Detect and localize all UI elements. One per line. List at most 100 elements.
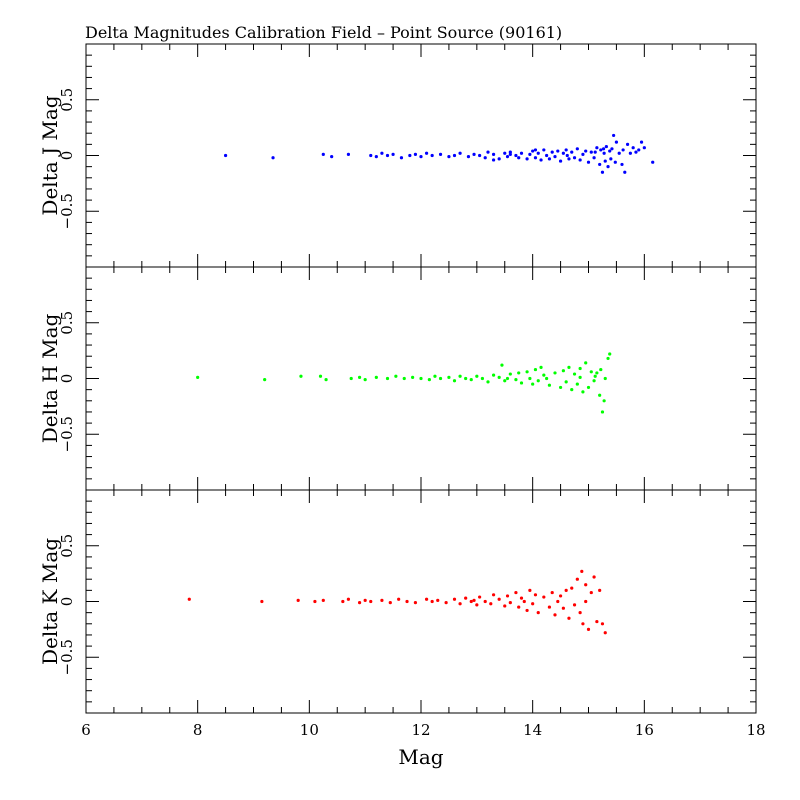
data-point — [602, 151, 606, 155]
data-point — [452, 379, 457, 383]
data-point — [637, 148, 641, 152]
data-point — [593, 150, 597, 154]
series-points — [187, 569, 607, 635]
data-point — [602, 399, 606, 403]
data-point — [505, 376, 510, 381]
data-point — [503, 379, 507, 383]
data-point — [580, 569, 584, 573]
data-point — [491, 593, 496, 597]
x-tick-label: 16 — [635, 721, 654, 739]
data-point — [223, 153, 228, 158]
data-point — [536, 379, 540, 383]
chart-title: Delta Magnitudes Calibration Field – Poi… — [85, 23, 562, 42]
data-point — [503, 151, 507, 155]
data-point — [556, 599, 560, 604]
data-point — [589, 590, 593, 595]
data-point — [517, 605, 521, 609]
data-point — [480, 376, 485, 381]
data-point — [609, 157, 613, 161]
data-point — [561, 606, 565, 610]
data-point — [187, 597, 191, 601]
data-point — [388, 601, 392, 605]
data-point — [528, 588, 532, 592]
data-point — [586, 385, 591, 390]
x-tick-label: 8 — [193, 721, 203, 739]
data-point — [578, 366, 582, 371]
data-point — [330, 155, 334, 159]
y-tick-label: −0.5 — [58, 639, 76, 675]
data-point — [621, 148, 625, 152]
data-point — [419, 155, 423, 159]
data-point — [606, 356, 610, 361]
data-point — [651, 160, 655, 164]
data-point — [519, 151, 524, 155]
x-tick-label: 12 — [411, 721, 430, 739]
y-axis-label: Delta K Mag — [38, 538, 62, 665]
data-point — [508, 372, 512, 376]
data-point — [458, 151, 462, 155]
data-point — [581, 622, 585, 626]
data-point — [612, 133, 616, 138]
data-point — [433, 374, 437, 378]
data-point — [408, 153, 412, 158]
data-point — [369, 153, 373, 158]
data-point — [570, 388, 574, 392]
data-point — [472, 152, 476, 156]
data-point — [606, 165, 610, 169]
data-point — [346, 597, 351, 601]
data-point — [436, 598, 440, 602]
data-point — [321, 152, 325, 156]
data-point — [447, 155, 451, 159]
data-point — [491, 373, 496, 377]
data-point — [196, 375, 200, 379]
data-point — [349, 376, 353, 381]
data-point — [572, 372, 577, 376]
data-point — [620, 162, 624, 167]
data-point — [575, 147, 579, 151]
data-point — [341, 599, 345, 604]
data-point — [570, 150, 574, 154]
data-point — [478, 153, 482, 158]
data-point — [539, 365, 543, 369]
data-point — [374, 375, 378, 379]
data-point — [525, 157, 529, 161]
data-point — [592, 575, 596, 579]
data-point — [595, 371, 599, 375]
y-tick-label: 0.5 — [58, 311, 76, 335]
x-tick-label: 6 — [81, 721, 91, 739]
data-point — [600, 410, 605, 414]
data-point — [589, 370, 593, 374]
data-point — [628, 151, 632, 155]
data-point — [458, 602, 462, 606]
data-point — [581, 390, 585, 394]
data-point — [508, 601, 512, 605]
data-point — [639, 140, 644, 144]
data-point — [558, 159, 563, 163]
data-point — [385, 376, 390, 381]
data-point — [517, 156, 521, 160]
data-point — [263, 378, 267, 382]
data-point — [536, 151, 540, 155]
data-point — [519, 596, 524, 600]
data-point — [483, 599, 487, 604]
data-point — [564, 588, 568, 592]
data-point — [545, 153, 549, 158]
data-point — [324, 378, 328, 382]
data-point — [424, 597, 429, 601]
data-point — [533, 593, 538, 597]
data-point — [260, 599, 264, 604]
data-point — [570, 586, 574, 590]
data-point — [363, 598, 367, 602]
data-point — [444, 601, 448, 605]
data-point — [578, 158, 582, 162]
data-point — [542, 595, 546, 599]
y-tick-label: 0.5 — [58, 88, 76, 112]
data-point — [374, 155, 378, 159]
data-point — [598, 162, 602, 167]
data-point — [380, 598, 384, 602]
y-axis-label: Delta J Mag — [38, 95, 62, 215]
data-point — [413, 152, 418, 156]
